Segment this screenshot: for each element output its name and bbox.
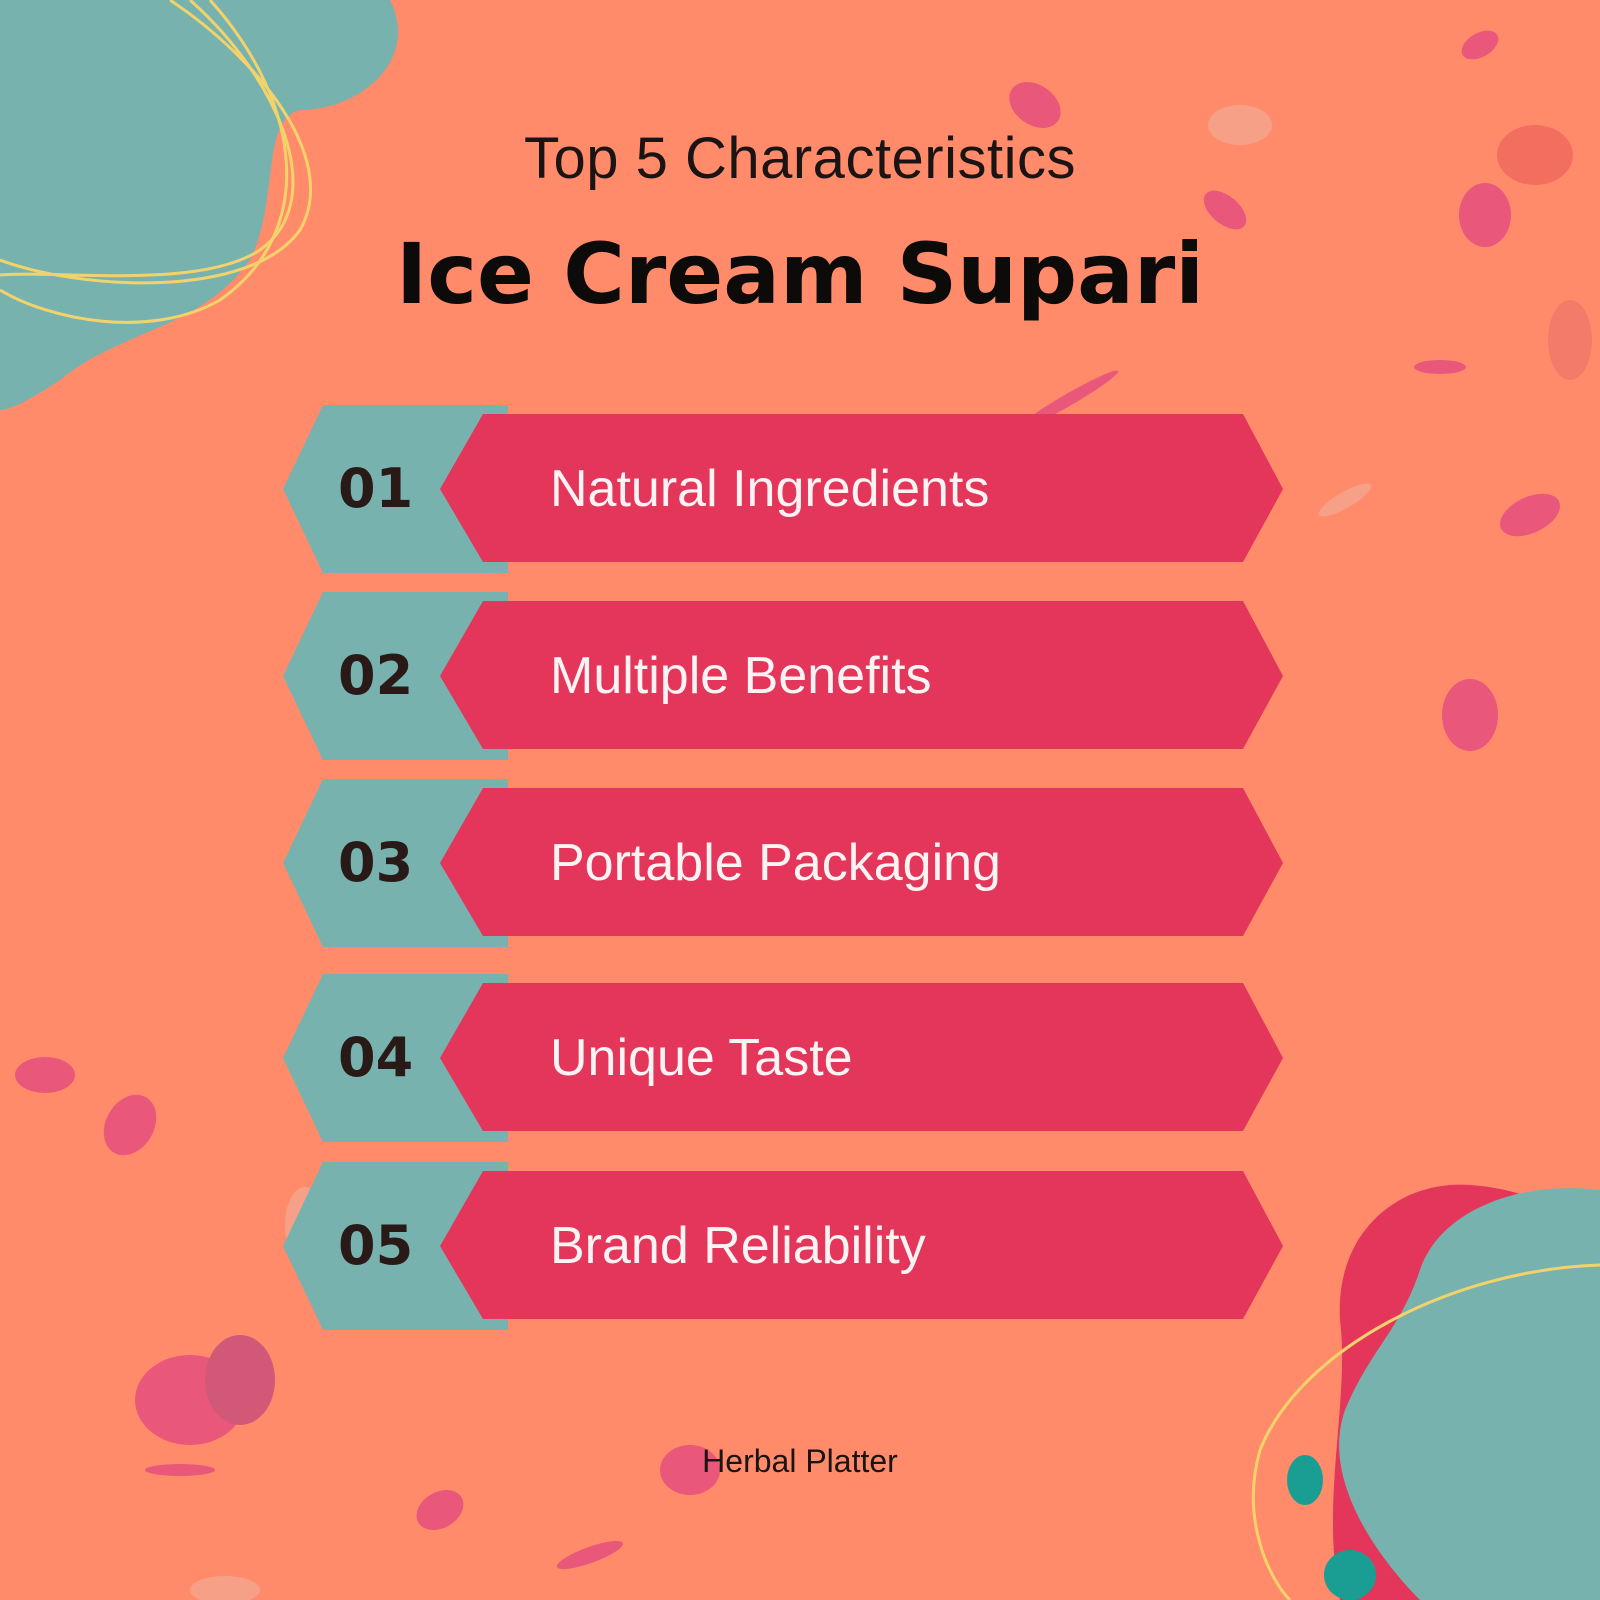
- item-label: Unique Taste: [550, 1029, 853, 1087]
- teal-blob-top-left: [0, 0, 398, 410]
- list-item: 01 Natural Ingredients: [283, 405, 1313, 573]
- subtitle: Top 5 Characteristics: [523, 126, 1077, 191]
- item-number: 01: [338, 457, 414, 520]
- yellow-line-bottom-right: [1251, 1263, 1600, 1600]
- row-badge-shapes: [283, 592, 1283, 760]
- brand-footer: Herbal Platter: [702, 1443, 898, 1479]
- yellow-swirl-lines: [0, 0, 313, 324]
- item-number: 05: [338, 1214, 414, 1277]
- row-badge-shapes: [283, 779, 1283, 947]
- rose-petals: [15, 30, 1592, 1600]
- item-label: Natural Ingredients: [550, 460, 990, 518]
- row-badge-shapes: [283, 405, 1283, 573]
- page-title: Ice Cream Supari: [395, 225, 1205, 323]
- list-item: 04 Unique Taste: [283, 974, 1313, 1142]
- teal-dot: [1287, 1455, 1323, 1505]
- item-label: Multiple Benefits: [550, 647, 932, 705]
- teal-dot: [1324, 1550, 1376, 1600]
- row-badge-shapes: [283, 1162, 1283, 1330]
- list-item: 05 Brand Reliability: [283, 1162, 1313, 1330]
- item-label: Portable Packaging: [550, 834, 1001, 892]
- teal-blob-bottom-right: [1339, 1188, 1600, 1600]
- item-number: 03: [338, 831, 414, 894]
- list-item: 02 Multiple Benefits: [283, 592, 1313, 760]
- item-number: 02: [338, 644, 414, 707]
- item-label: Brand Reliability: [550, 1217, 926, 1275]
- list-item: 03 Portable Packaging: [283, 779, 1313, 947]
- item-number: 04: [338, 1026, 414, 1089]
- row-badge-shapes: [283, 974, 1283, 1142]
